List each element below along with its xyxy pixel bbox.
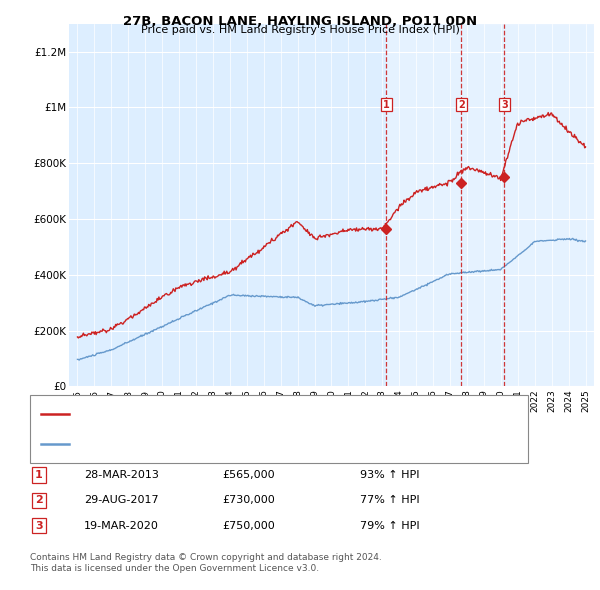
Text: 19-MAR-2020: 19-MAR-2020	[84, 521, 159, 530]
Text: 3: 3	[35, 521, 43, 530]
Text: 1: 1	[383, 100, 389, 110]
Text: £750,000: £750,000	[222, 521, 275, 530]
Text: 2: 2	[35, 496, 43, 505]
Text: Contains HM Land Registry data © Crown copyright and database right 2024.: Contains HM Land Registry data © Crown c…	[30, 553, 382, 562]
Text: 2: 2	[458, 100, 464, 110]
Text: 77% ↑ HPI: 77% ↑ HPI	[360, 496, 419, 505]
Text: Price paid vs. HM Land Registry's House Price Index (HPI): Price paid vs. HM Land Registry's House …	[140, 25, 460, 35]
Text: 79% ↑ HPI: 79% ↑ HPI	[360, 521, 419, 530]
Text: 29-AUG-2017: 29-AUG-2017	[84, 496, 158, 505]
Bar	[386, 24, 594, 386]
Text: 1: 1	[35, 470, 43, 480]
Text: HPI: Average price, detached house, Havant: HPI: Average price, detached house, Hava…	[76, 439, 307, 449]
Text: 93% ↑ HPI: 93% ↑ HPI	[360, 470, 419, 480]
Text: 28-MAR-2013: 28-MAR-2013	[84, 470, 159, 480]
Text: £565,000: £565,000	[222, 470, 275, 480]
Text: 27B, BACON LANE, HAYLING ISLAND, PO11 0DN: 27B, BACON LANE, HAYLING ISLAND, PO11 0D…	[123, 15, 477, 28]
Text: £730,000: £730,000	[222, 496, 275, 505]
Text: This data is licensed under the Open Government Licence v3.0.: This data is licensed under the Open Gov…	[30, 565, 319, 573]
Text: 3: 3	[501, 100, 508, 110]
Text: 27B, BACON LANE, HAYLING ISLAND, PO11 0DN (detached house): 27B, BACON LANE, HAYLING ISLAND, PO11 0D…	[76, 409, 419, 419]
